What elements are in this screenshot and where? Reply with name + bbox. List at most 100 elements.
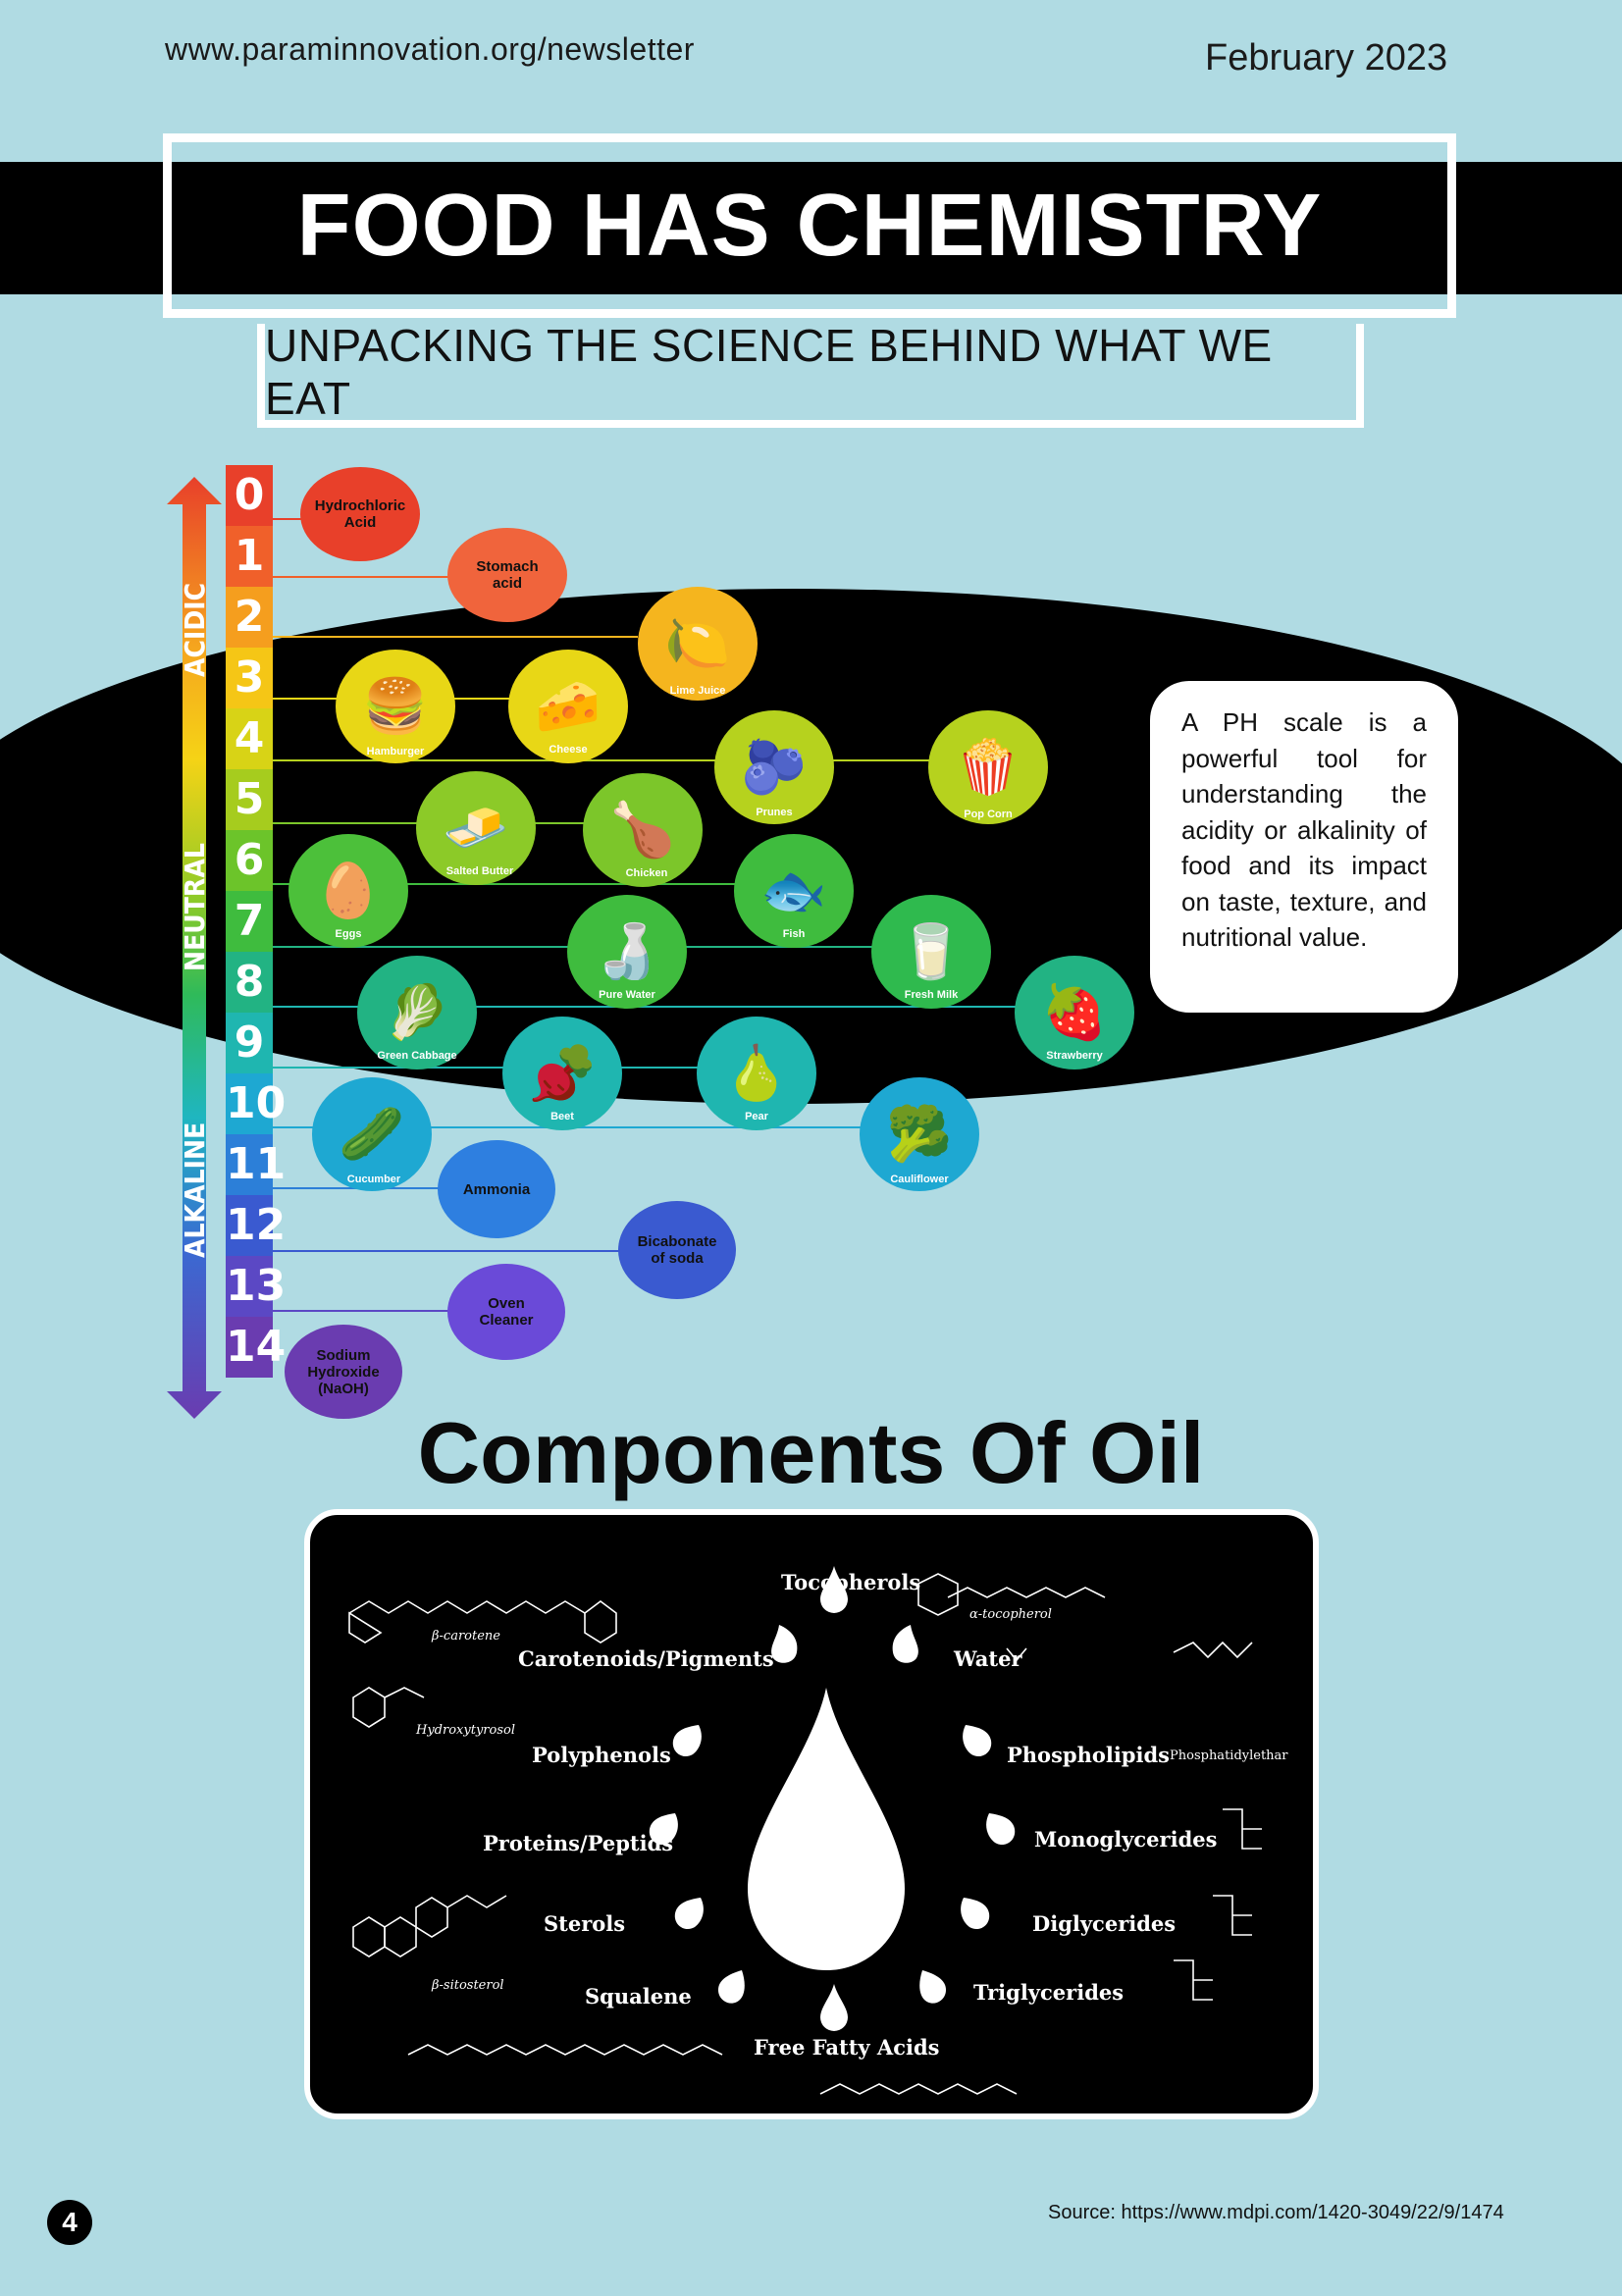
diglyceride-structure bbox=[1213, 1895, 1252, 1936]
sterol-ring-1 bbox=[352, 1916, 386, 1957]
ph-line-10 bbox=[273, 1126, 920, 1128]
molecule-beta-sitosterol: β-sitosterol bbox=[432, 1978, 504, 1993]
sterol-chain bbox=[446, 1895, 507, 1908]
title-band bbox=[0, 162, 1622, 294]
bubble-chicken: 🍗 bbox=[583, 773, 703, 887]
ph-line-8 bbox=[273, 1006, 1038, 1008]
fish-label: Fish bbox=[782, 928, 806, 940]
cheese-label: Cheese bbox=[549, 744, 588, 756]
hamburger-label: Hamburger bbox=[366, 746, 425, 757]
drop-carotenoids bbox=[771, 1625, 798, 1663]
monoglyceride-structure bbox=[1223, 1808, 1262, 1850]
cauliflower-icon: 🥦 bbox=[886, 1105, 953, 1164]
squalene-structure bbox=[407, 2044, 723, 2056]
label-sterols: Sterols bbox=[544, 1911, 626, 1936]
hamburger-icon: 🍔 bbox=[362, 677, 429, 736]
chicken-label: Chicken bbox=[625, 867, 668, 879]
sterol-ring-2 bbox=[384, 1916, 417, 1957]
region-neutral: NEUTRAL bbox=[179, 843, 211, 971]
bubble-sodium-hydroxide: Sodium Hydroxide (NaOH) bbox=[285, 1325, 402, 1419]
bubble-hamburger: 🍔 bbox=[336, 650, 455, 763]
issue-date: February 2023 bbox=[1205, 37, 1448, 78]
bubble-stomach-acid: Stomach acid bbox=[447, 528, 567, 622]
bubble-cheese: 🧀 bbox=[508, 650, 628, 763]
ph-number: 11 bbox=[226, 1134, 286, 1195]
drop-phospholipids bbox=[963, 1725, 992, 1757]
eggs-icon: 🥚 bbox=[315, 861, 382, 920]
label-water: Water bbox=[954, 1646, 1022, 1671]
page-subtitle: UNPACKING THE SCIENCE BEHIND WHAT WE EAT bbox=[257, 320, 1364, 428]
bubble-strawberry: 🍓 bbox=[1015, 956, 1134, 1070]
page-number: 4 bbox=[47, 2200, 92, 2245]
ph-number: 13 bbox=[226, 1256, 286, 1317]
strawberry-icon: 🍓 bbox=[1041, 983, 1108, 1042]
source-citation[interactable]: Source: https://www.mdpi.com/1420-3049/2… bbox=[1048, 2202, 1504, 2223]
pure-water-label: Pure Water bbox=[599, 989, 655, 1001]
bubble-salted-butter: 🧈 bbox=[416, 771, 536, 885]
drop-sterols bbox=[674, 1898, 704, 1930]
fish-icon: 🐟 bbox=[760, 861, 827, 920]
prunes-label: Prunes bbox=[756, 807, 793, 818]
ph-line-2 bbox=[273, 636, 638, 638]
lime-juice-label: Lime Juice bbox=[669, 685, 726, 697]
label-diglycerides: Diglycerides bbox=[1032, 1911, 1177, 1936]
ph-number: 7 bbox=[226, 891, 273, 952]
water-bottle-icon: 🍶 bbox=[594, 922, 660, 981]
pear-label: Pear bbox=[745, 1111, 768, 1122]
label-polyphenols: Polyphenols bbox=[532, 1743, 671, 1767]
hydrochloric-label: Hydrochloric Acid bbox=[314, 497, 406, 531]
bubble-pear: 🍐 bbox=[697, 1017, 816, 1130]
ph-number: 1 bbox=[226, 526, 273, 587]
beta-carotene-structure bbox=[348, 1600, 586, 1614]
ph-line-1 bbox=[273, 576, 449, 578]
drop-triglycerides bbox=[919, 1970, 946, 2004]
oil-components-panel: Tocopherols Carotenoids/Pigments Water P… bbox=[304, 1509, 1319, 2119]
hydroxytyrosol-ring bbox=[352, 1687, 386, 1728]
bubble-prunes: 🫐 bbox=[714, 710, 834, 824]
label-proteins: Proteins/Peptids bbox=[483, 1831, 674, 1855]
chicken-icon: 🍗 bbox=[609, 801, 676, 860]
tocopherol-chain bbox=[947, 1587, 1106, 1598]
oven-cleaner-label: Oven Cleaner bbox=[479, 1295, 534, 1329]
molecule-phosphatidyl: Phosphatidylethar bbox=[1170, 1748, 1288, 1763]
drop-diglycerides bbox=[961, 1898, 990, 1930]
drop-tocopherols bbox=[820, 1566, 848, 1613]
beet-icon: 🫜 bbox=[529, 1044, 596, 1103]
naoh-label: Sodium Hydroxide (NaOH) bbox=[307, 1346, 380, 1397]
bicarbonate-label: Bicabonate of soda bbox=[637, 1233, 717, 1267]
popcorn-icon: 🍿 bbox=[955, 738, 1021, 797]
bubble-eggs: 🥚 bbox=[288, 834, 408, 948]
ph-line-4 bbox=[273, 759, 950, 761]
region-acidic: ACIDIC bbox=[179, 582, 211, 677]
tocopherol-ring bbox=[917, 1573, 959, 1616]
green-cabbage-label: Green Cabbage bbox=[377, 1050, 457, 1062]
ph-number: 5 bbox=[226, 769, 273, 830]
label-free-fatty-acids: Free Fatty Acids bbox=[754, 2035, 940, 2060]
bubble-ammonia: Ammonia bbox=[438, 1140, 555, 1238]
butter-icon: 🧈 bbox=[443, 799, 509, 858]
region-alkaline: ALKALINE bbox=[179, 1122, 211, 1258]
prunes-icon: 🫐 bbox=[741, 738, 808, 797]
ph-number: 14 bbox=[226, 1317, 286, 1378]
bubble-bicarbonate: Bicabonate of soda bbox=[618, 1201, 736, 1299]
ring-b bbox=[584, 1600, 617, 1644]
ph-gradient-arrow bbox=[167, 477, 222, 1419]
drop-free-fatty-acids bbox=[820, 1984, 848, 2031]
page-title: FOOD HAS CHEMISTRY bbox=[296, 176, 1323, 275]
phosphatidyl-chain bbox=[1173, 1641, 1253, 1659]
ph-number: 10 bbox=[226, 1073, 286, 1134]
strawberry-label: Strawberry bbox=[1046, 1050, 1103, 1062]
ph-line-0 bbox=[273, 518, 308, 520]
molecule-hydroxytyrosol: Hydroxytyrosol bbox=[416, 1723, 515, 1738]
cucumber-icon: 🥒 bbox=[339, 1105, 405, 1164]
bubble-beet: 🫜 bbox=[502, 1017, 622, 1130]
ph-number: 0 bbox=[226, 465, 273, 526]
stomach-acid-label: Stomach acid bbox=[476, 558, 539, 592]
molecule-beta-carotene: β-carotene bbox=[432, 1629, 500, 1644]
ph-number: 3 bbox=[226, 648, 273, 708]
ph-number: 9 bbox=[226, 1013, 273, 1073]
bubble-fresh-milk: 🥛 bbox=[871, 895, 991, 1009]
cheese-icon: 🧀 bbox=[535, 677, 602, 736]
newsletter-url[interactable]: www.paraminnovation.org/newsletter bbox=[165, 31, 695, 67]
cauliflower-label: Cauliflower bbox=[890, 1174, 949, 1185]
